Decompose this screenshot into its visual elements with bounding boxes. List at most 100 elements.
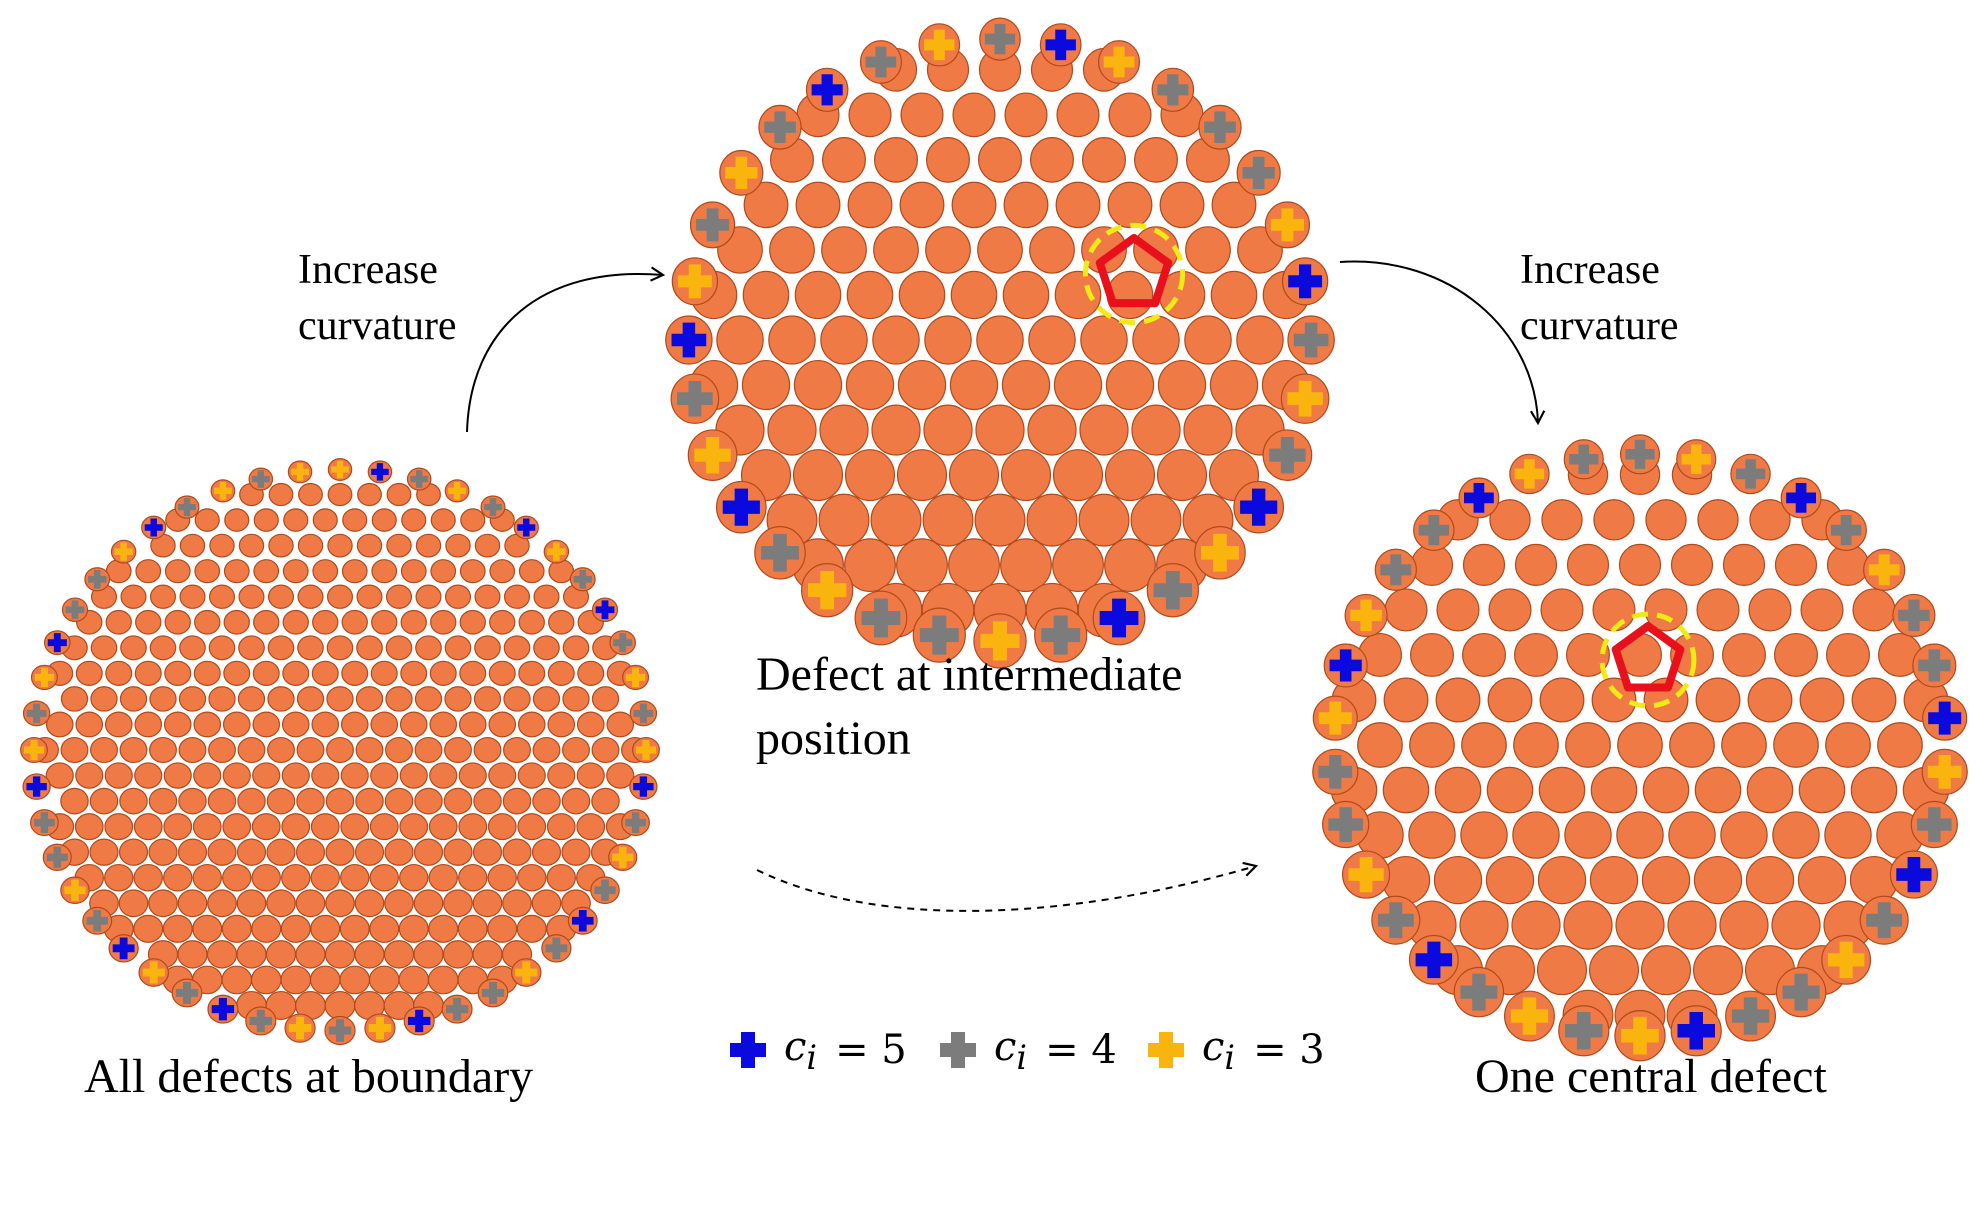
particle bbox=[283, 611, 308, 634]
particle bbox=[1538, 857, 1585, 904]
particle bbox=[370, 814, 398, 840]
particle bbox=[164, 865, 192, 891]
particle bbox=[1827, 634, 1870, 677]
particle bbox=[978, 227, 1023, 273]
particle bbox=[473, 941, 502, 968]
particle bbox=[519, 611, 544, 634]
particle bbox=[179, 738, 206, 763]
particle bbox=[267, 890, 296, 917]
particle bbox=[533, 839, 561, 865]
particle bbox=[549, 611, 574, 634]
particle bbox=[1800, 678, 1844, 722]
particle bbox=[1878, 723, 1923, 768]
particle bbox=[268, 636, 293, 660]
particle bbox=[1774, 723, 1819, 768]
particle bbox=[474, 687, 500, 711]
particle bbox=[325, 941, 354, 968]
particle bbox=[446, 585, 471, 608]
particle bbox=[1775, 634, 1818, 677]
particle bbox=[386, 636, 411, 660]
particle bbox=[459, 814, 487, 840]
particle bbox=[325, 992, 355, 1020]
particle bbox=[195, 509, 219, 531]
particle bbox=[356, 687, 382, 711]
particle bbox=[475, 636, 500, 660]
particle bbox=[415, 687, 441, 711]
particle bbox=[1002, 450, 1051, 501]
particle bbox=[607, 712, 633, 737]
arrow-label-right: Increase curvature bbox=[1520, 242, 1679, 354]
particle bbox=[1798, 857, 1845, 904]
particle bbox=[223, 865, 251, 891]
particle bbox=[401, 611, 426, 634]
arrow-middle-to-right bbox=[1340, 262, 1538, 423]
particle bbox=[76, 763, 103, 788]
particle bbox=[1410, 723, 1455, 768]
particle bbox=[923, 494, 973, 546]
particle bbox=[1642, 857, 1689, 904]
particle bbox=[372, 560, 397, 583]
particle bbox=[281, 915, 310, 942]
particle bbox=[897, 539, 948, 592]
particle bbox=[105, 763, 132, 788]
particle bbox=[577, 814, 605, 840]
particle bbox=[823, 138, 866, 182]
caption-right: One central defect bbox=[1475, 1045, 1827, 1109]
particle bbox=[900, 182, 944, 227]
particle bbox=[252, 966, 281, 993]
particle bbox=[386, 738, 413, 763]
particle bbox=[385, 890, 414, 917]
particle bbox=[180, 636, 205, 660]
particle bbox=[518, 763, 545, 788]
particle bbox=[1721, 812, 1767, 858]
particle bbox=[1028, 405, 1076, 455]
particle bbox=[194, 661, 220, 685]
particle bbox=[327, 687, 353, 711]
particle bbox=[1593, 589, 1635, 631]
particle bbox=[371, 661, 397, 685]
particle bbox=[503, 890, 532, 917]
particle bbox=[1462, 723, 1507, 768]
particle bbox=[742, 361, 789, 410]
particle bbox=[237, 941, 266, 968]
particle bbox=[473, 890, 502, 917]
particle bbox=[444, 890, 473, 917]
particle bbox=[847, 271, 892, 318]
particle bbox=[284, 509, 308, 531]
particle bbox=[1852, 678, 1896, 722]
particle bbox=[770, 227, 815, 273]
particle bbox=[1080, 405, 1128, 455]
legend-value: = 5 bbox=[835, 1027, 907, 1073]
particle bbox=[283, 712, 309, 737]
particle bbox=[490, 611, 515, 634]
particle bbox=[534, 585, 559, 608]
particle bbox=[488, 814, 516, 840]
particle bbox=[1749, 589, 1791, 631]
particle bbox=[416, 585, 441, 608]
particle bbox=[106, 611, 131, 634]
particle bbox=[61, 687, 87, 711]
particle bbox=[311, 966, 340, 993]
particle bbox=[120, 839, 148, 865]
particle bbox=[327, 636, 352, 660]
particle bbox=[547, 814, 575, 840]
legend-subscript: i bbox=[806, 1038, 817, 1077]
particle bbox=[1698, 500, 1738, 540]
particle bbox=[519, 560, 544, 583]
particle bbox=[208, 890, 237, 917]
particle bbox=[1358, 723, 1403, 768]
particle bbox=[1487, 767, 1532, 812]
particle bbox=[327, 738, 354, 763]
particle bbox=[488, 865, 516, 891]
particle bbox=[1463, 544, 1504, 585]
particle bbox=[387, 534, 411, 557]
particle bbox=[1437, 589, 1479, 631]
particle bbox=[281, 966, 310, 993]
particle bbox=[225, 509, 249, 531]
particle bbox=[952, 182, 996, 227]
particle bbox=[179, 687, 205, 711]
particle bbox=[283, 560, 308, 583]
particle bbox=[356, 839, 384, 865]
particle bbox=[342, 661, 368, 685]
particle bbox=[1030, 227, 1075, 273]
